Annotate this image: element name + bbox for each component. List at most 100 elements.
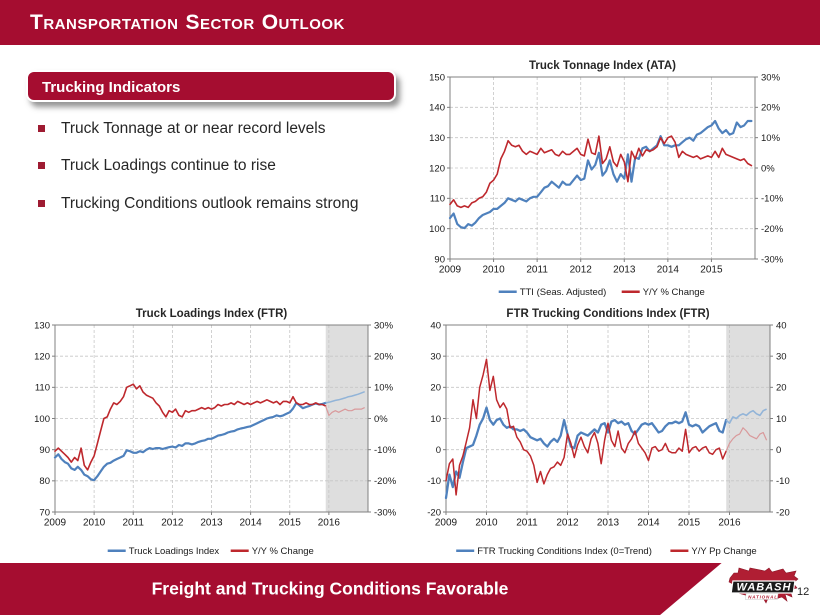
chart-ftr-trucking-conditions-index: -20 -10 0 10 20 30 40 -20 -10 0 10 20 30 40 2009 2010 20… [427, 308, 790, 557]
svg-text:20%: 20% [374, 352, 394, 363]
svg-text:2013: 2013 [613, 265, 636, 276]
svg-text:2010: 2010 [475, 518, 498, 529]
svg-text:2010: 2010 [83, 518, 106, 529]
title-part: S [185, 11, 200, 34]
svg-text:FTR Trucking Conditions Index: FTR Trucking Conditions Index (0=Trend) [477, 546, 652, 557]
svg-text:130: 130 [34, 320, 50, 331]
svg-text:100: 100 [429, 224, 445, 235]
svg-text:2016: 2016 [318, 518, 341, 529]
title-part: ector [199, 16, 255, 33]
svg-text:-10: -10 [427, 476, 441, 487]
svg-text:2013: 2013 [200, 518, 223, 529]
svg-text:2014: 2014 [657, 265, 680, 276]
svg-text:2014: 2014 [240, 518, 263, 529]
svg-text:10: 10 [430, 414, 441, 425]
title-part: ransportation [43, 16, 179, 33]
chart-truck-tonnage-index: 90 100 110 120 130 140 150 -30% -20% -10% 0% 10% 20%… [429, 60, 784, 298]
svg-text:2012: 2012 [570, 265, 593, 276]
svg-text:10: 10 [776, 414, 787, 425]
svg-text:0: 0 [436, 445, 441, 456]
svg-text:2010: 2010 [482, 265, 505, 276]
svg-text:-10: -10 [776, 476, 790, 487]
svg-text:Truck Loadings Index: Truck Loadings Index [129, 546, 220, 557]
svg-text:2015: 2015 [700, 265, 723, 276]
svg-text:2012: 2012 [556, 518, 579, 529]
svg-text:40: 40 [776, 320, 787, 331]
svg-text:-30%: -30% [761, 254, 784, 265]
svg-text:70: 70 [39, 507, 50, 518]
chart-truck-loadings-index: 70 80 90 100 110 120 130 -30% -20% -10% 0% 10% 20% 30… [34, 308, 397, 557]
svg-text:Y/Y % Change: Y/Y % Change [252, 546, 314, 557]
logo-subband [745, 593, 779, 600]
header-banner: Transportation Sector Outlook [0, 0, 820, 45]
svg-text:120: 120 [34, 352, 50, 363]
svg-text:120: 120 [429, 163, 445, 174]
bullet-square-icon [38, 125, 45, 132]
svg-text:130: 130 [429, 133, 445, 144]
page-title: Transportation Sector Outlook [30, 0, 352, 45]
svg-text:-20%: -20% [374, 476, 397, 487]
svg-text:2009: 2009 [435, 518, 458, 529]
bullet-text: Truck Loadings continue to rise [61, 157, 276, 175]
svg-text:Y/Y Pp Change: Y/Y Pp Change [691, 546, 756, 557]
svg-text:90: 90 [39, 445, 50, 456]
svg-text:90: 90 [434, 254, 445, 265]
svg-text:30%: 30% [374, 320, 394, 331]
section-header-trucking-indicators: Trucking Indicators [26, 70, 396, 102]
wabash-national-logo: WABASH NATIONAL [728, 567, 799, 604]
bullet-text: Truck Tonnage at or near record levels [61, 120, 326, 137]
svg-text:150: 150 [429, 72, 445, 83]
svg-text:110: 110 [35, 383, 50, 394]
svg-text:-20: -20 [427, 507, 441, 518]
svg-text:-10%: -10% [761, 194, 784, 205]
svg-text:110: 110 [430, 194, 445, 205]
svg-text:80: 80 [39, 476, 50, 487]
list-item: Trucking Conditions outlook remains stro… [38, 193, 410, 215]
svg-text:2016: 2016 [718, 518, 741, 529]
svg-text:20: 20 [430, 383, 441, 394]
svg-text:30: 30 [776, 352, 787, 363]
svg-text:10%: 10% [761, 133, 781, 144]
title-part: utlook [278, 16, 345, 33]
bullet-square-icon [38, 199, 45, 207]
svg-text:0%: 0% [761, 163, 775, 174]
logo-subtext: NATIONAL [748, 594, 778, 599]
svg-text:-30%: -30% [374, 507, 397, 518]
svg-text:-20: -20 [776, 507, 790, 518]
svg-text:0: 0 [776, 445, 781, 456]
svg-text:100: 100 [34, 414, 50, 425]
svg-text:Y/Y % Change: Y/Y % Change [643, 287, 705, 298]
svg-text:40: 40 [430, 320, 441, 331]
svg-text:2013: 2013 [597, 518, 620, 529]
svg-text:140: 140 [429, 103, 445, 114]
title-part: T [30, 11, 44, 34]
svg-text:20%: 20% [761, 103, 781, 114]
svg-text:Truck Loadings Index (FTR): Truck Loadings Index (FTR) [136, 308, 288, 320]
footer: Freight and Trucking Conditions Favorabl… [0, 563, 820, 615]
list-item: Truck Tonnage at or near record levels [38, 118, 410, 140]
section-header-label: Trucking Indicators [42, 79, 181, 96]
svg-text:2009: 2009 [439, 265, 462, 276]
svg-text:2011: 2011 [516, 518, 538, 529]
svg-text:Truck Tonnage Index (ATA): Truck Tonnage Index (ATA) [529, 60, 676, 72]
bullet-square-icon [38, 162, 45, 170]
svg-text:20: 20 [776, 383, 787, 394]
logo-wordmark: WABASH [737, 582, 792, 594]
svg-text:2015: 2015 [678, 518, 701, 529]
footer-banner [0, 563, 722, 615]
title-part: O [261, 11, 279, 34]
page-number: 12 [797, 586, 810, 598]
svg-text:TTI (Seas. Adjusted): TTI (Seas. Adjusted) [520, 287, 607, 298]
svg-text:2015: 2015 [279, 518, 302, 529]
svg-text:0%: 0% [374, 414, 388, 425]
svg-text:2014: 2014 [637, 518, 660, 529]
svg-text:2009: 2009 [44, 518, 67, 529]
svg-text:30: 30 [430, 352, 441, 363]
footer-message: Freight and Trucking Conditions Favorabl… [151, 578, 509, 599]
svg-text:10%: 10% [374, 383, 394, 394]
bullet-list: Truck Tonnage at or near record levels T… [38, 118, 410, 230]
svg-text:-20%: -20% [761, 224, 784, 235]
svg-text:FTR Trucking Conditions Index: FTR Trucking Conditions Index (FTR) [506, 308, 709, 320]
svg-text:2011: 2011 [122, 518, 144, 529]
